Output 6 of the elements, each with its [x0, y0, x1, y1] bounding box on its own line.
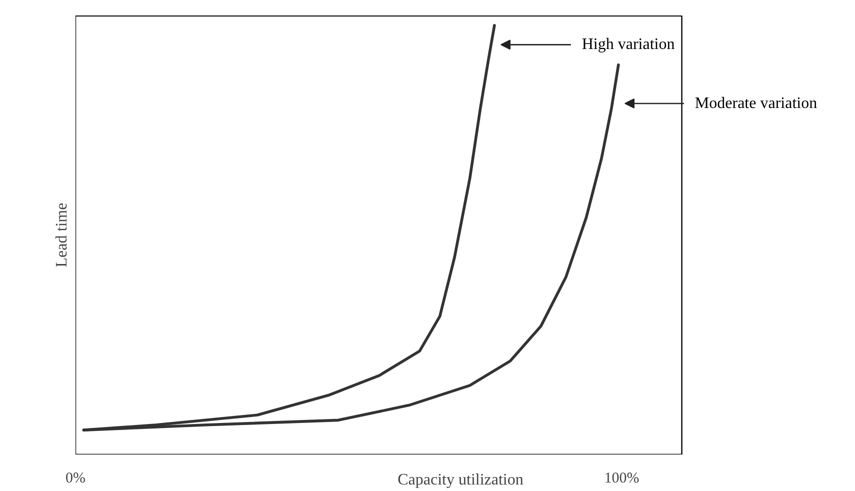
text: High variation: [582, 36, 675, 54]
x-tick-label: 0%: [66, 470, 86, 486]
x-tick-label: 100%: [604, 470, 640, 486]
x-axis-title: Capacity utilization: [398, 472, 524, 488]
y-axis-title: Lead time: [54, 202, 70, 268]
text: Moderate variation: [694, 94, 818, 112]
